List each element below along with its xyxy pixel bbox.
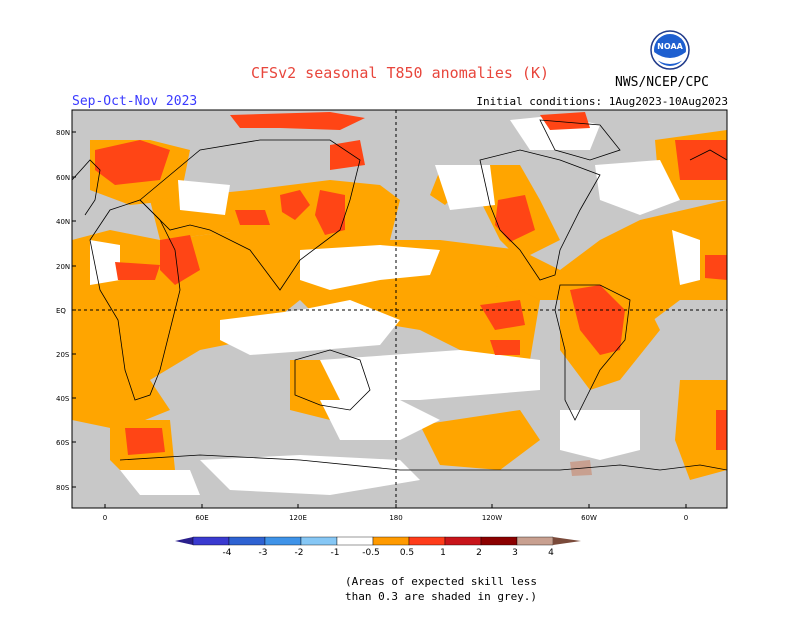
latitude-label: 20S (56, 351, 70, 359)
colorbar-swatch (336, 536, 374, 546)
colorbar-label: 4 (548, 548, 554, 558)
longitude-label: 180 (389, 514, 402, 522)
skill-note-line1: (Areas of expected skill less (345, 575, 538, 588)
latitude-label: 80S (56, 484, 70, 492)
coastlines (72, 119, 727, 471)
chart-title: CFSv2 seasonal T850 anomalies (K) (250, 64, 549, 82)
colorbar-label: -4 (223, 548, 232, 558)
colorbar-swatch (372, 536, 410, 546)
colorbar-label: -3 (259, 548, 268, 558)
colorbar-label: -1 (331, 548, 340, 558)
latitude-label: 40N (56, 218, 70, 226)
colorbar-swatch (228, 536, 266, 546)
latitude-label: 20N (56, 263, 70, 271)
latitude-label: 40S (56, 395, 70, 403)
anomaly-field (72, 110, 727, 508)
white-neutral-regions (90, 115, 700, 495)
colorbar-right-arrow (553, 537, 581, 545)
noaa-logo-icon: NOAA (650, 30, 690, 70)
colorbar-label: 2 (476, 548, 482, 558)
colorbar: -4 -3 -2 -1 -0.5 0.5 1 2 3 4 (175, 536, 581, 558)
season-label: Sep-Oct-Nov 2023 (72, 94, 198, 109)
longitude-label: 120W (482, 514, 502, 522)
colorbar-swatch (516, 536, 554, 546)
colorbar-label: 0.5 (400, 548, 414, 558)
colorbar-swatch (192, 536, 230, 546)
map-frame (71, 109, 728, 509)
latitude-label: 60S (56, 439, 70, 447)
longitude-label: 0 (684, 514, 688, 522)
colorbar-label: -0.5 (362, 548, 380, 558)
longitude-label: 0 (103, 514, 107, 522)
initial-conditions-label: Initial conditions: 1Aug2023-10Aug2023 (476, 95, 728, 108)
latitude-labels: 80N 60N 40N 20N EQ 20S 40S 60S 80S (56, 129, 76, 492)
agency-label: NWS/NCEP/CPC (615, 75, 709, 90)
colorbar-swatch (264, 536, 302, 546)
colorbar-swatch (300, 536, 338, 546)
colorbar-swatch (444, 536, 482, 546)
latitude-label: EQ (56, 307, 66, 315)
colorbar-swatch (408, 536, 446, 546)
latitude-label: 60N (56, 174, 70, 182)
longitude-label: 60W (581, 514, 597, 522)
longitude-label: 120E (289, 514, 307, 522)
latitude-label: 80N (56, 129, 70, 137)
skill-note: (Areas of expected skill less than 0.3 a… (345, 574, 537, 604)
colorbar-label: -2 (295, 548, 304, 558)
colorbar-left-arrow (175, 537, 193, 545)
colorbar-label: 1 (440, 548, 446, 558)
colorbar-swatch (480, 536, 518, 546)
longitude-label: 60E (195, 514, 208, 522)
skill-note-line2: than 0.3 are shaded in grey.) (345, 590, 538, 603)
red-anomaly-regions (95, 112, 727, 455)
colorbar-label: 3 (512, 548, 518, 558)
longitude-labels: 0 60E 120E 180 120W 60W 0 (103, 504, 688, 522)
svg-text:NOAA: NOAA (657, 42, 683, 51)
